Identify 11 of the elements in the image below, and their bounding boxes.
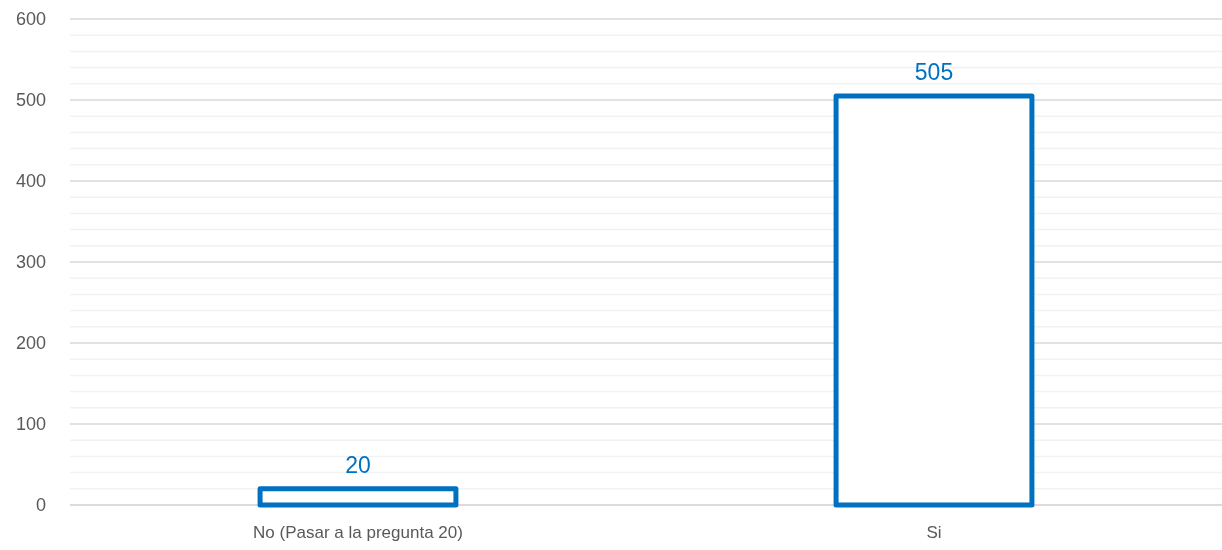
x-tick-label: No (Pasar a la pregunta 20) bbox=[253, 523, 463, 542]
data-label: 20 bbox=[345, 451, 371, 478]
y-tick-label: 600 bbox=[15, 9, 46, 30]
data-label: 505 bbox=[914, 58, 954, 85]
y-tick-label: 400 bbox=[15, 171, 46, 192]
x-tick-label: Si bbox=[926, 523, 942, 542]
y-tick-label: 100 bbox=[15, 414, 46, 435]
y-tick-label: 200 bbox=[15, 333, 46, 354]
y-tick-label: 500 bbox=[15, 90, 46, 111]
y-tick-label: 0 bbox=[35, 495, 46, 516]
y-tick-label: 300 bbox=[15, 252, 46, 273]
